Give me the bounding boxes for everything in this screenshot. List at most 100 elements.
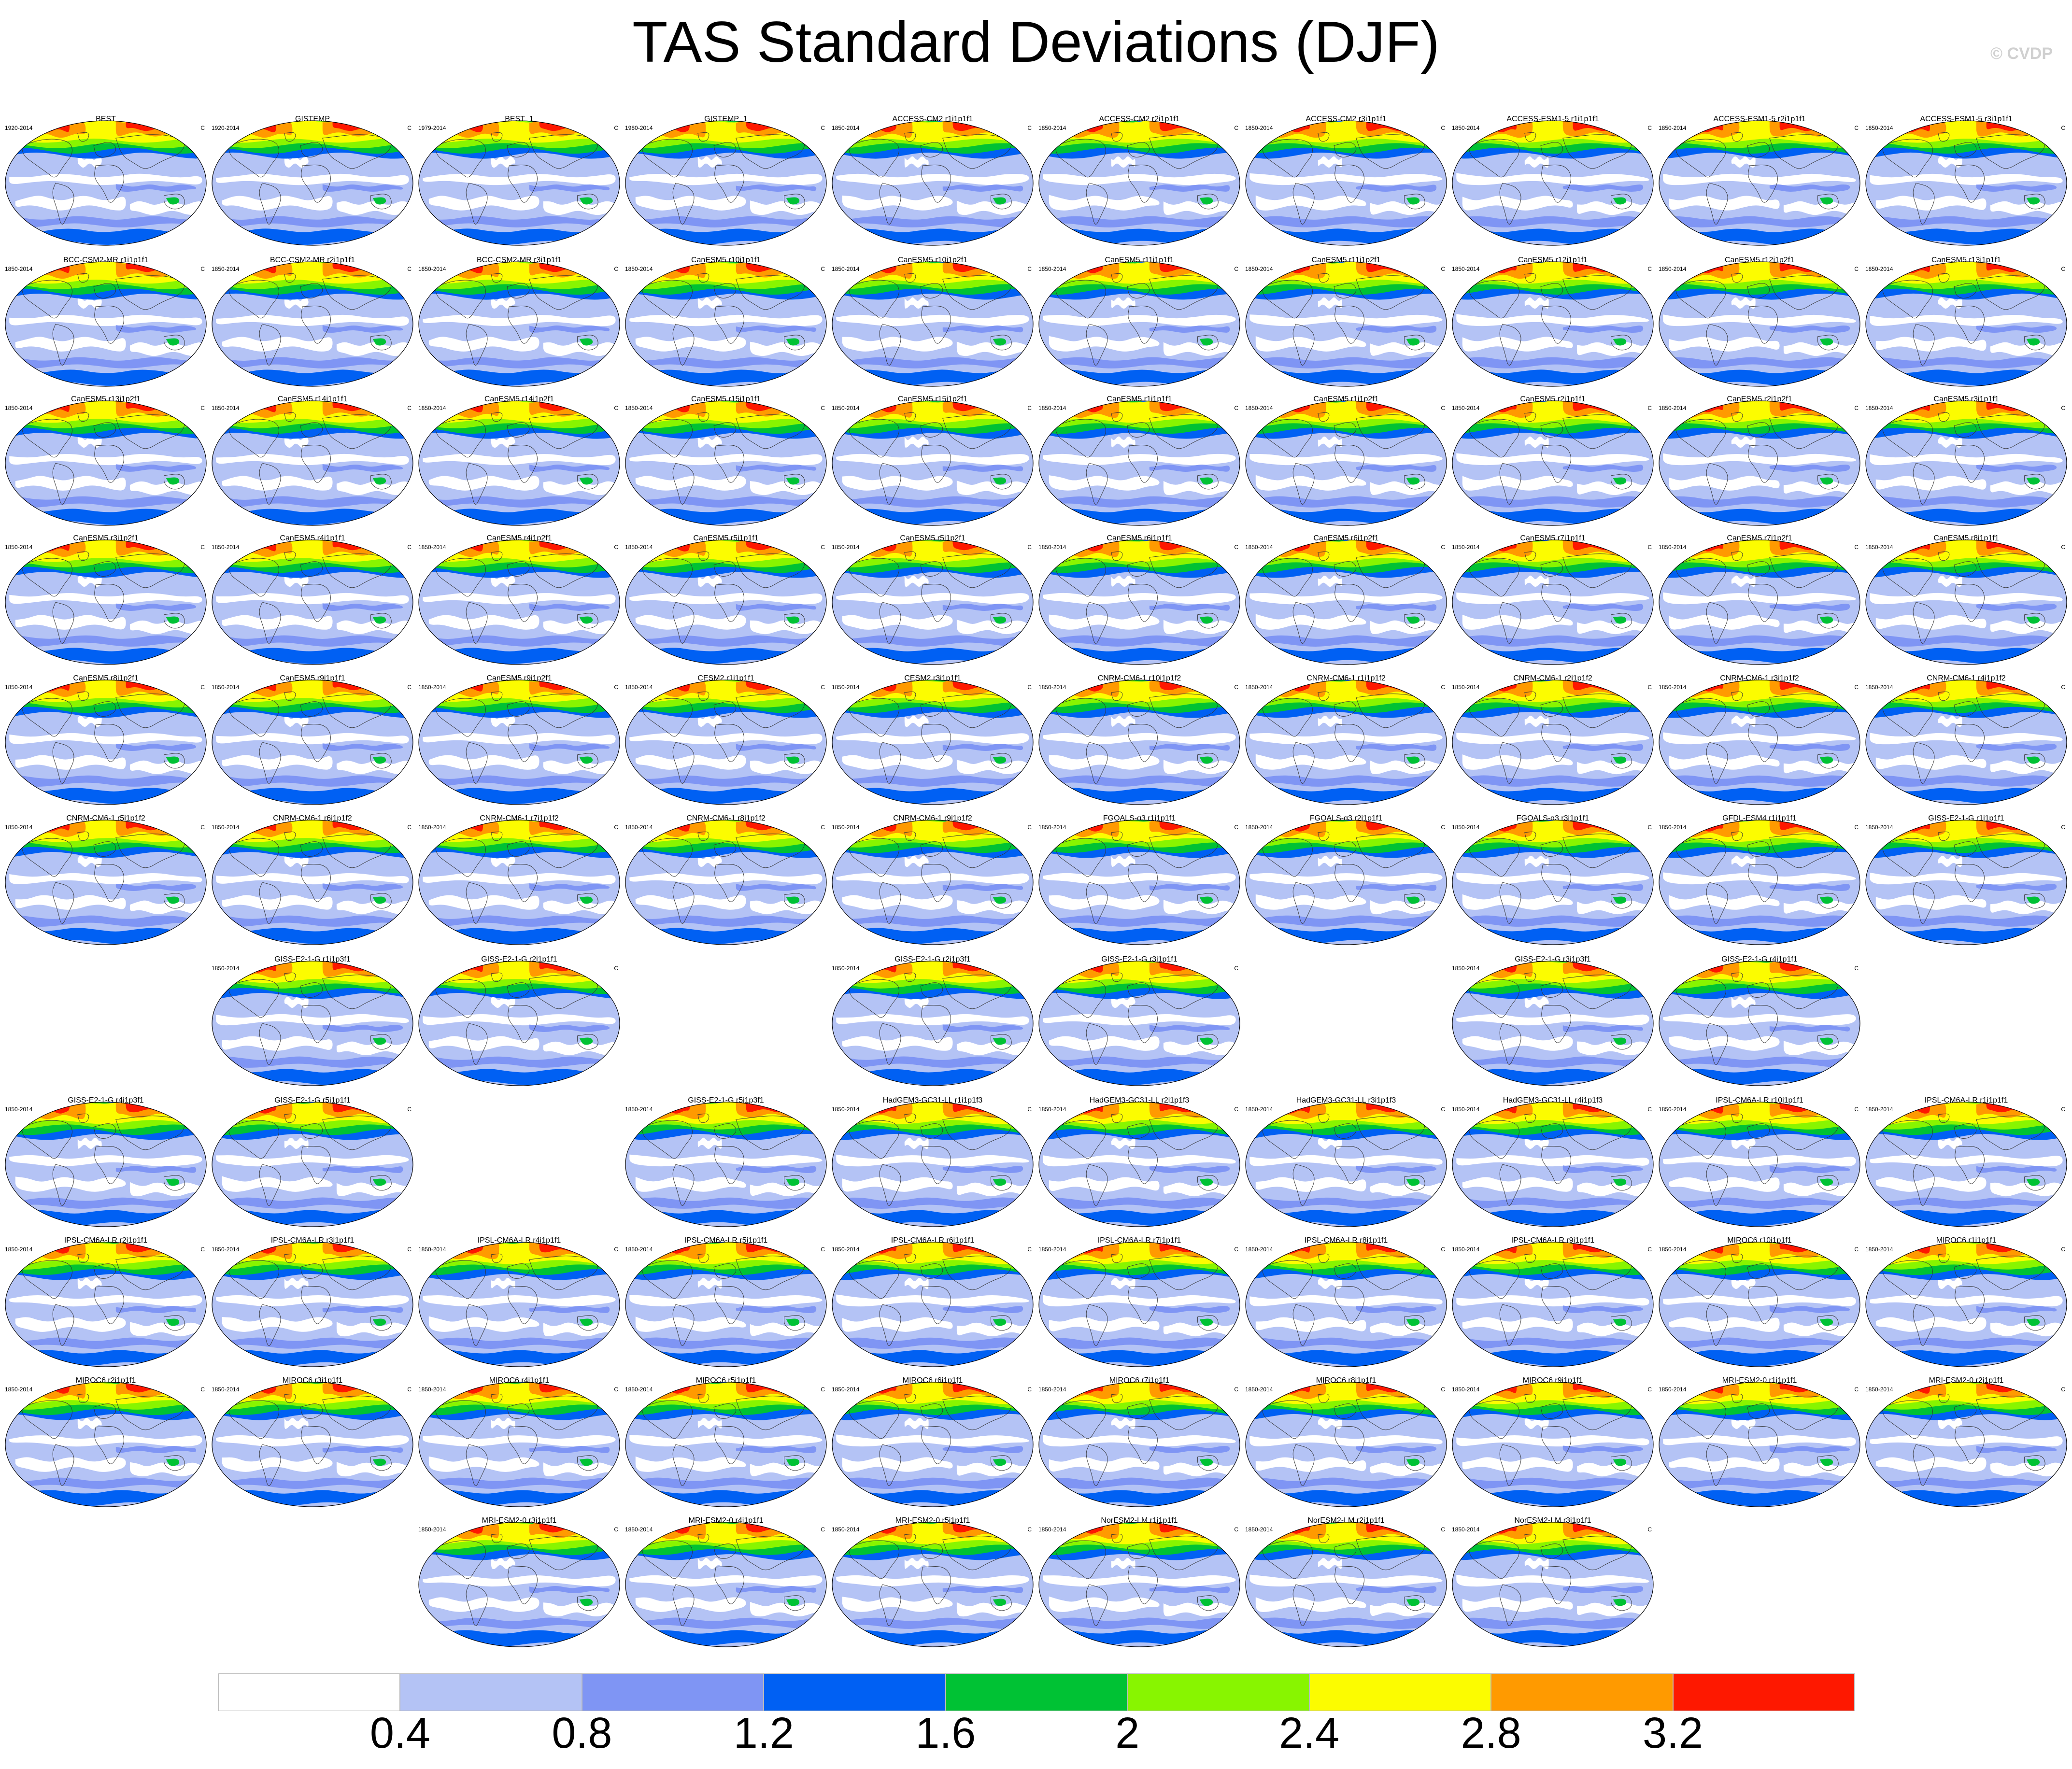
world-map	[1865, 820, 2067, 945]
world-map	[1038, 539, 1240, 665]
world-map	[1865, 261, 2067, 387]
map-panel: GISTEMP_1 1980-2014 C	[625, 115, 827, 247]
world-map	[1659, 961, 1860, 1086]
panel-unit: C	[1234, 824, 1238, 831]
colorbar-swatch	[945, 1673, 1128, 1711]
world-map	[1452, 400, 1654, 526]
panel-unit: C	[614, 1246, 618, 1253]
panel-title: CanESM5 r15i1p1f1	[691, 395, 761, 403]
world-map	[418, 400, 620, 526]
panel-title: CanESM5 r7i1p2f1	[1727, 534, 1792, 542]
panel-unit: C	[821, 266, 825, 272]
map-panel: FGOALS-g3 r1i1p1f1 1850-2014 C	[1038, 814, 1240, 947]
world-map	[1038, 400, 1240, 526]
panel-title: CNRM-CM6-1 r10i1p1f2	[1097, 674, 1181, 682]
map-panel: BCC-CSM2-MR r2i1p1f1 1850-2014 C	[212, 256, 413, 388]
world-map	[5, 261, 207, 387]
world-map	[212, 120, 413, 246]
panel-years: 1850-2014	[1245, 1526, 1273, 1533]
panel-years: 1850-2014	[5, 1106, 33, 1113]
panel-years: 1850-2014	[5, 544, 33, 551]
world-map	[1038, 1242, 1240, 1367]
map-panel: MIROC6 r10i1p1f1 1850-2014 C	[1659, 1236, 1860, 1369]
panel-years: 1850-2014	[1865, 1106, 1893, 1113]
panel-years: 1850-2014	[1038, 1386, 1066, 1393]
map-panel: IPSL-CM6A-LR r6i1p1f1 1850-2014 C	[832, 1236, 1034, 1369]
panel-years: 1850-2014	[418, 405, 446, 411]
panel-title: MIROC6 r6i1p1f1	[902, 1376, 963, 1385]
panel-unit: C	[407, 684, 412, 691]
world-map	[418, 539, 620, 665]
map-panel: GISS-E2-1-G r2i1p3f1 1850-2014	[832, 955, 1034, 1088]
panel-years: 1850-2014	[418, 1246, 446, 1253]
panel-years: 1979-2014	[418, 125, 446, 131]
panel-unit: C	[407, 1386, 412, 1393]
panel-title: IPSL-CM6A-LR r9i1p1f1	[1511, 1236, 1595, 1245]
panel-years: 1850-2014	[1245, 1386, 1273, 1393]
colorbar-tick-label: 2.8	[1461, 1709, 1521, 1757]
map-panel: CESM2 r1i1p1f1 1850-2014 C	[625, 674, 827, 807]
panel-years: 1850-2014	[1865, 1246, 1893, 1253]
panel-years: 1850-2014	[1865, 405, 1893, 411]
panel-title: IPSL-CM6A-LR r4i1p1f1	[477, 1236, 561, 1245]
world-map	[1659, 679, 1860, 805]
map-panel: ACCESS-CM2 r1i1p1f1 1850-2014 C	[832, 115, 1034, 247]
panel-years: 1850-2014	[625, 544, 653, 551]
panel-years: 1850-2014	[5, 405, 33, 411]
panel-title: CanESM5 r3i1p2f1	[73, 534, 139, 542]
world-map	[625, 820, 827, 945]
panel-years: 1850-2014	[212, 405, 240, 411]
panel-title: CanESM5 r1i1p1f1	[1107, 395, 1172, 403]
panel-title: HadGEM3-GC31-LL r1i1p1f3	[882, 1096, 983, 1104]
world-map	[212, 539, 413, 665]
panel-years: 1850-2014	[1245, 824, 1273, 831]
panel-title: MRI-ESM2-0 r1i1p1f1	[1722, 1376, 1797, 1385]
world-map	[1038, 1102, 1240, 1227]
panel-unit: C	[200, 266, 205, 272]
colorbar-swatch	[218, 1673, 400, 1711]
world-map	[1038, 679, 1240, 805]
panel-years: 1850-2014	[1452, 266, 1480, 272]
panel-title: CanESM5 r14i1p1f1	[277, 395, 348, 403]
panel-unit: C	[614, 405, 618, 411]
panel-years: 1850-2014	[1452, 125, 1480, 131]
map-panel: HadGEM3-GC31-LL r1i1p1f3 1850-2014 C	[832, 1096, 1034, 1229]
map-panel: MIROC6 r8i1p1f1 1850-2014 C	[1245, 1376, 1447, 1509]
world-map	[625, 261, 827, 387]
panel-unit: C	[1027, 1526, 1032, 1533]
map-panel: GFDL-ESM4 r1i1p1f1 1850-2014 C	[1659, 814, 1860, 947]
panel-title: CNRM-CM6-1 r8i1p1f2	[686, 814, 766, 822]
panel-title: CanESM5 r9i1p1f1	[280, 674, 345, 682]
panel-years: 1850-2014	[1659, 125, 1687, 131]
panel-years: 1850-2014	[1659, 1106, 1687, 1113]
panel-title: CNRM-CM6-1 r7i1p1f2	[480, 814, 559, 822]
world-map	[1038, 1522, 1240, 1647]
world-map	[418, 120, 620, 246]
panel-unit: C	[200, 824, 205, 831]
panel-title: NorESM2-LM r3i1p1f1	[1514, 1516, 1591, 1525]
panel-years: 1850-2014	[1038, 1526, 1066, 1533]
map-panel: ACCESS-ESM1-5 r3i1p1f1 1850-2014 C	[1865, 115, 2067, 247]
map-panel: CanESM5 r1i1p1f1 1850-2014 C	[1038, 395, 1240, 527]
world-map	[832, 961, 1034, 1086]
panel-title: MIROC6 r8i1p1f1	[1316, 1376, 1377, 1385]
panel-title: ACCESS-CM2 r3i1p1f1	[1306, 115, 1387, 123]
map-panel: CanESM5 r4i1p2f1 1850-2014 C	[418, 534, 620, 666]
panel-years: 1850-2014	[1659, 266, 1687, 272]
world-map	[1452, 1242, 1654, 1367]
map-panel: MIROC6 r4i1p1f1 1850-2014 C	[418, 1376, 620, 1509]
panel-title: CNRM-CM6-1 r4i1p1f2	[1927, 674, 2006, 682]
panel-unit: C	[2061, 405, 2065, 411]
panel-years: 1850-2014	[1452, 965, 1480, 972]
panel-years: 1850-2014	[1245, 405, 1273, 411]
world-map	[1865, 1242, 2067, 1367]
panel-unit: C	[200, 405, 205, 411]
panel-unit: C	[2061, 1106, 2065, 1113]
map-panel: IPSL-CM6A-LR r2i1p1f1 1850-2014 C	[5, 1236, 207, 1369]
panel-title: CanESM5 r6i1p1f1	[1107, 534, 1172, 542]
colorbar	[218, 1673, 1855, 1711]
map-panel: CanESM5 r12i1p2f1 1850-2014 C	[1659, 256, 1860, 388]
panel-years: 1850-2014	[1659, 544, 1687, 551]
panel-title: CanESM5 r6i1p2f1	[1313, 534, 1379, 542]
panel-years: 1850-2014	[832, 1526, 860, 1533]
